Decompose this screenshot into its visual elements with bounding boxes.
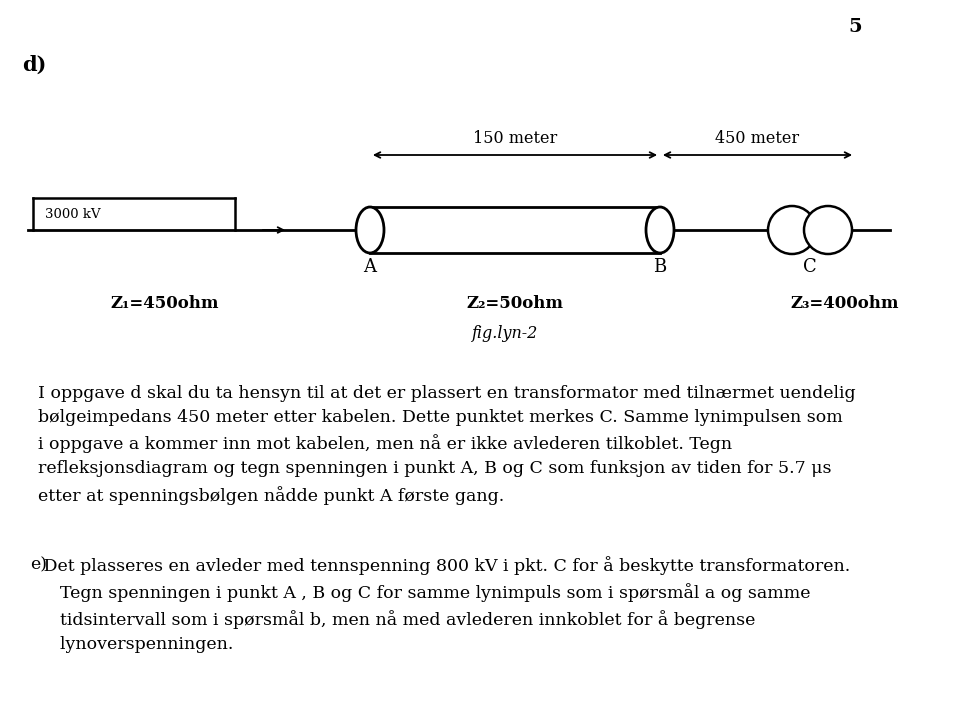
Text: 450 meter: 450 meter xyxy=(715,130,800,147)
Bar xyxy=(370,207,660,253)
Text: B: B xyxy=(654,258,666,276)
Text: Det plasseres en avleder med tennspenning 800 kV i pkt. C for å beskytte transfo: Det plasseres en avleder med tennspennin… xyxy=(38,556,851,653)
Text: I oppgave d skal du ta hensyn til at det er plassert en transformator med tilnær: I oppgave d skal du ta hensyn til at det… xyxy=(38,385,855,505)
Ellipse shape xyxy=(356,207,384,253)
Text: Z₁=450ohm: Z₁=450ohm xyxy=(110,295,219,312)
Ellipse shape xyxy=(646,207,674,253)
Text: 5: 5 xyxy=(849,18,862,36)
Text: C: C xyxy=(804,258,817,276)
Text: d): d) xyxy=(22,55,46,75)
Text: fig.lyn-2: fig.lyn-2 xyxy=(472,325,539,342)
Text: 150 meter: 150 meter xyxy=(473,130,557,147)
Circle shape xyxy=(768,206,816,254)
Text: A: A xyxy=(364,258,376,276)
Text: e): e) xyxy=(30,556,47,573)
Circle shape xyxy=(804,206,852,254)
Text: Z₃=400ohm: Z₃=400ohm xyxy=(791,295,900,312)
Text: 3000 kV: 3000 kV xyxy=(45,208,101,221)
Text: Z₂=50ohm: Z₂=50ohm xyxy=(467,295,564,312)
